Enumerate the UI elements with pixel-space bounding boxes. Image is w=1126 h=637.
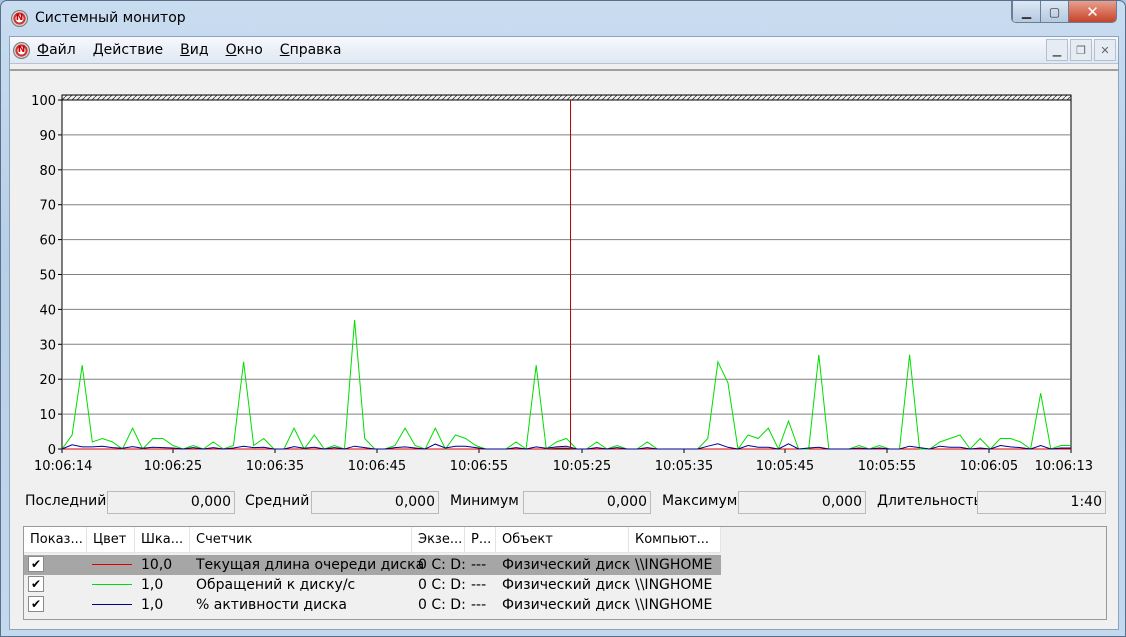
show-checkbox[interactable]: ✔ <box>28 556 44 572</box>
last-value: 0,000 <box>107 491 235 514</box>
y-tick-label: 60 <box>39 234 56 249</box>
mdi-minimize-button[interactable]: ▁ <box>1046 39 1068 61</box>
counter-table: Показ... Цвет Шка... Счетчик Экзе... Р..… <box>23 526 1107 620</box>
x-tick-label: 10:05:45 <box>756 459 814 474</box>
series-line-2 <box>61 443 1071 450</box>
parent-cell: --- <box>471 557 487 573</box>
menu-window[interactable]: Окно <box>225 42 263 58</box>
menu-bar: N Файл Действие Вид Окно Справка ▁ ❐ ✕ <box>10 37 1118 64</box>
duration-label: Длительность <box>877 493 982 509</box>
y-tick-label: 30 <box>39 338 56 353</box>
show-checkbox[interactable]: ✔ <box>28 576 44 592</box>
table-header: Показ... Цвет Шка... Счетчик Экзе... Р..… <box>24 527 721 553</box>
graph-top-hatch <box>61 94 1072 101</box>
x-tick-label: 10:06:05 <box>960 459 1018 474</box>
minimum-label: Минимум <box>450 493 519 509</box>
menu-view[interactable]: Вид <box>180 42 209 58</box>
x-tick-label: 10:06:35 <box>246 459 304 474</box>
table-row[interactable]: ✔ 1,0 Обращений к диску/с 0 C: D: --- Фи… <box>24 575 721 595</box>
app-icon: N <box>11 10 28 27</box>
menu-help[interactable]: Справка <box>279 42 342 58</box>
minimize-button[interactable]: ▁ <box>1012 1 1040 22</box>
x-tick-label: 10:06:25 <box>144 459 202 474</box>
col-counter[interactable]: Счетчик <box>190 527 412 553</box>
parent-cell: --- <box>471 597 487 613</box>
menu-action[interactable]: Действие <box>92 42 164 58</box>
col-color[interactable]: Цвет <box>87 527 135 553</box>
performance-graph: 0 10 20 30 40 50 60 70 80 90 100 10:06:14 10:06:25 1… <box>31 94 1093 474</box>
window-title: Системный монитор <box>35 10 186 26</box>
average-label: Средний <box>245 493 310 509</box>
x-tick-label: 10:06:14 <box>34 459 92 474</box>
x-tick-label: 10:05:55 <box>858 459 916 474</box>
minimum-value: 0,000 <box>523 491 651 514</box>
client-area: N Файл Действие Вид Окно Справка ▁ ❐ ✕ 0… <box>9 36 1119 630</box>
show-checkbox[interactable]: ✔ <box>28 596 44 612</box>
computer-cell: \\INGHOME <box>635 577 713 593</box>
counter-cell: Обращений к диску/с <box>196 577 356 593</box>
color-swatch <box>92 564 132 565</box>
maximize-button[interactable]: ▢ <box>1040 1 1068 22</box>
y-tick-label: 0 <box>48 443 56 458</box>
maximum-value: 0,000 <box>738 491 866 514</box>
maximum-label: Максимум <box>662 493 738 509</box>
computer-cell: \\INGHOME <box>635 597 713 613</box>
x-tick-label: 10:06:13 <box>1035 459 1093 474</box>
y-tick-label: 100 <box>31 94 56 109</box>
divider <box>10 69 1118 71</box>
counter-cell: Текущая длина очереди диска <box>196 557 425 573</box>
color-swatch <box>92 584 132 585</box>
table-row[interactable]: ✔ 1,0 % активности диска 0 C: D: --- Физ… <box>24 595 721 615</box>
y-tick-label: 50 <box>39 269 56 284</box>
col-show[interactable]: Показ... <box>24 527 87 553</box>
col-scale[interactable]: Шка... <box>135 527 190 553</box>
caption-buttons: ▁ ▢ ✕ <box>1011 1 1117 23</box>
mdi-restore-button[interactable]: ❐ <box>1070 39 1092 61</box>
x-tick-label: 10:05:25 <box>553 459 611 474</box>
instance-cell: 0 C: D: <box>418 577 466 593</box>
instance-cell: 0 C: D: <box>418 557 466 573</box>
y-tick-label: 70 <box>39 199 56 214</box>
y-tick-label: 10 <box>39 408 56 423</box>
scale-cell: 1,0 <box>141 577 164 593</box>
col-parent[interactable]: Р... <box>465 527 496 553</box>
table-row[interactable]: ✔ 10,0 Текущая длина очереди диска 0 C: … <box>24 555 721 575</box>
object-cell: Физический диск <box>502 577 631 593</box>
parent-cell: --- <box>471 577 487 593</box>
mdi-close-button[interactable]: ✕ <box>1094 39 1116 61</box>
y-tick-label: 80 <box>39 164 56 179</box>
object-cell: Физический диск <box>502 597 631 613</box>
instance-cell: 0 C: D: <box>418 597 466 613</box>
document-icon[interactable]: N <box>13 41 30 59</box>
y-tick-label: 20 <box>39 373 56 388</box>
series-line-0 <box>62 447 1071 450</box>
x-tick-label: 10:05:35 <box>655 459 713 474</box>
duration-value: 1:40 <box>977 491 1106 514</box>
series-line-1 <box>61 319 1071 451</box>
object-cell: Физический диск <box>502 557 631 573</box>
average-value: 0,000 <box>311 491 439 514</box>
counter-cell: % активности диска <box>196 597 347 613</box>
last-label: Последний <box>25 493 107 509</box>
y-tick-label: 90 <box>39 129 56 144</box>
menu-file[interactable]: Файл <box>37 42 76 58</box>
y-tick-label: 40 <box>39 303 56 318</box>
color-swatch <box>92 604 132 605</box>
scale-cell: 10,0 <box>141 557 173 573</box>
col-instance[interactable]: Экзе... <box>412 527 465 553</box>
scale-cell: 1,0 <box>141 597 164 613</box>
col-object[interactable]: Объект <box>496 527 629 553</box>
col-computer[interactable]: Компьют... <box>629 527 721 553</box>
x-tick-label: 10:06:55 <box>450 459 508 474</box>
computer-cell: \\INGHOME <box>635 557 713 573</box>
close-button[interactable]: ✕ <box>1068 1 1116 22</box>
x-tick-label: 10:06:45 <box>348 459 406 474</box>
